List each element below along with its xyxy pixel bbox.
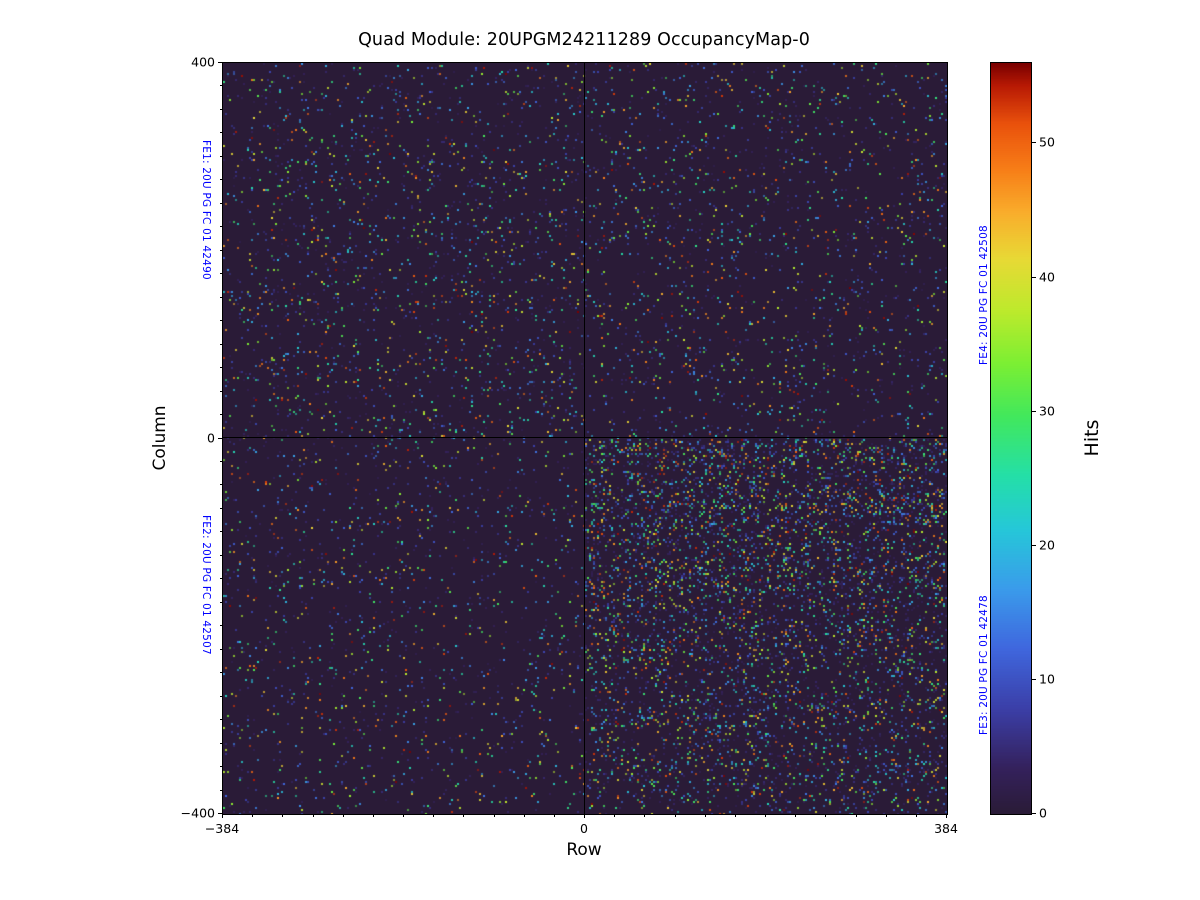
colorbar-tick-label: 20 <box>1039 537 1055 553</box>
frontend-label-fe4: FE4: 20U PG FC 01 42508 <box>978 225 990 365</box>
y-tick-minor <box>219 602 222 603</box>
y-tick-major <box>218 438 222 439</box>
x-tick-minor <box>856 814 857 817</box>
x-tick-minor <box>825 814 826 817</box>
x-tick-label: −384 <box>204 821 240 836</box>
colorbar-tick <box>1032 277 1036 278</box>
x-tick-major <box>584 814 585 818</box>
y-tick-minor <box>219 696 222 697</box>
y-tick-minor <box>219 719 222 720</box>
y-tick-minor <box>219 672 222 673</box>
y-tick-minor <box>219 132 222 133</box>
y-tick-minor <box>219 743 222 744</box>
y-tick-major <box>218 813 222 814</box>
y-tick-minor <box>219 414 222 415</box>
colorbar-tick-label: 50 <box>1039 134 1055 150</box>
colorbar-tick <box>1032 679 1036 680</box>
heatmap-image <box>223 63 947 814</box>
frontend-label-fe1: FE1: 20U PG FC 01 42490 <box>200 140 212 280</box>
frontend-label-fe2: FE2: 20U PG FC 01 42507 <box>200 515 212 655</box>
colorbar-gradient <box>991 63 1031 814</box>
x-tick-minor <box>494 814 495 817</box>
y-tick-minor <box>219 578 222 579</box>
y-tick-minor <box>219 508 222 509</box>
x-tick-minor <box>252 814 253 817</box>
y-tick-minor <box>219 179 222 180</box>
y-tick-minor <box>219 367 222 368</box>
occupancy-heatmap[interactable] <box>222 62 948 815</box>
y-tick-minor <box>219 531 222 532</box>
y-tick-minor <box>219 203 222 204</box>
colorbar-tick-label: 10 <box>1039 671 1055 687</box>
x-tick-minor <box>554 814 555 817</box>
y-axis-label: Column <box>150 404 170 471</box>
x-tick-minor <box>282 814 283 817</box>
x-tick-minor <box>614 814 615 817</box>
y-tick-label: 0 <box>207 430 215 445</box>
quadrant-divider-vertical <box>584 63 585 814</box>
y-tick-minor <box>219 484 222 485</box>
x-tick-minor <box>644 814 645 817</box>
quadrant-divider-horizontal <box>223 437 947 438</box>
x-tick-minor <box>916 814 917 817</box>
colorbar-label: Hits <box>1081 419 1103 456</box>
y-tick-minor <box>219 226 222 227</box>
x-tick-major <box>222 814 223 818</box>
y-tick-minor <box>219 461 222 462</box>
y-tick-minor <box>219 790 222 791</box>
y-tick-minor <box>219 391 222 392</box>
page-title: Quad Module: 20UPGM24211289 OccupancyMap… <box>358 30 810 50</box>
x-tick-minor <box>675 814 676 817</box>
x-tick-minor <box>343 814 344 817</box>
x-tick-major <box>946 814 947 818</box>
y-tick-minor <box>219 555 222 556</box>
y-tick-minor <box>219 250 222 251</box>
y-tick-minor <box>219 109 222 110</box>
y-tick-minor <box>219 85 222 86</box>
y-tick-minor <box>219 320 222 321</box>
x-tick-minor <box>403 814 404 817</box>
colorbar-tick-label: 40 <box>1039 269 1055 285</box>
x-tick-minor <box>433 814 434 817</box>
colorbar-tick-label: 30 <box>1039 403 1055 419</box>
y-tick-minor <box>219 297 222 298</box>
colorbar[interactable] <box>990 62 1032 815</box>
x-tick-minor <box>735 814 736 817</box>
x-tick-minor <box>463 814 464 817</box>
y-tick-minor <box>219 156 222 157</box>
y-tick-minor <box>219 625 222 626</box>
x-tick-label: 0 <box>580 821 588 836</box>
x-tick-minor <box>524 814 525 817</box>
colorbar-tick <box>1032 411 1036 412</box>
y-tick-minor <box>219 766 222 767</box>
x-tick-minor <box>705 814 706 817</box>
x-tick-label: 384 <box>934 821 958 836</box>
colorbar-tick <box>1032 813 1036 814</box>
y-tick-major <box>218 62 222 63</box>
x-tick-minor <box>795 814 796 817</box>
x-tick-minor <box>765 814 766 817</box>
colorbar-tick-label: 0 <box>1039 805 1047 821</box>
x-tick-minor <box>886 814 887 817</box>
x-tick-minor <box>373 814 374 817</box>
x-tick-minor <box>313 814 314 817</box>
y-tick-minor <box>219 649 222 650</box>
y-tick-label: 400 <box>191 54 215 70</box>
colorbar-tick <box>1032 545 1036 546</box>
colorbar-tick <box>1032 142 1036 143</box>
x-axis-label: Row <box>566 840 602 860</box>
frontend-label-fe3: FE3: 20U PG FC 01 42478 <box>978 595 990 735</box>
y-tick-minor <box>219 273 222 274</box>
y-tick-minor <box>219 344 222 345</box>
y-tick-label: −400 <box>180 805 215 821</box>
